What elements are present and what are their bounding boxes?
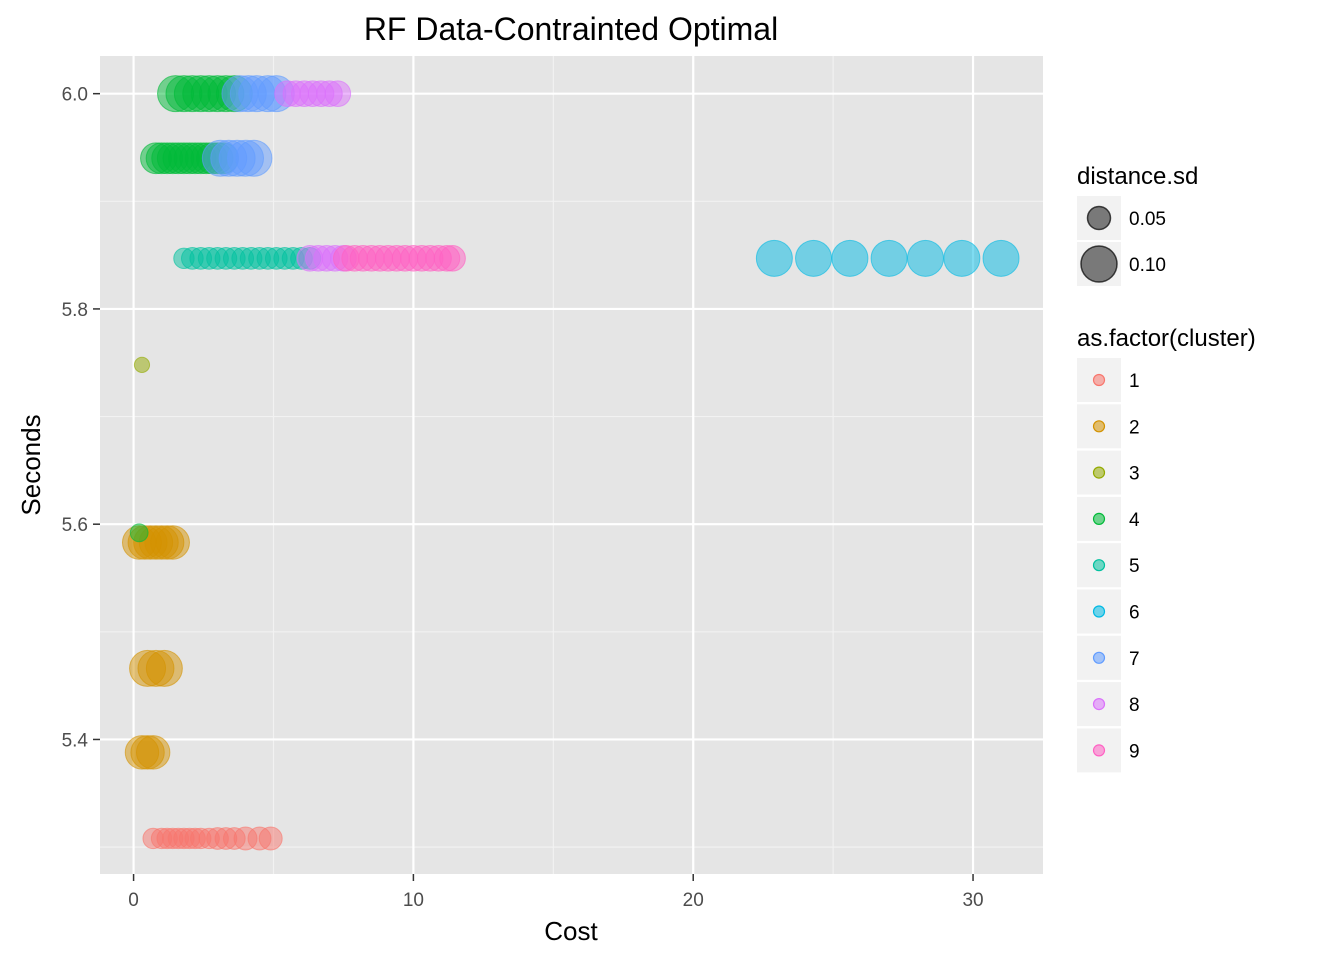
y-axis-ticks: 5.4 5.6 5.8 6.0 bbox=[62, 85, 100, 751]
color-legend-label: 5 bbox=[1129, 556, 1140, 577]
series-9 bbox=[332, 245, 466, 272]
color-legend-symbol bbox=[1092, 512, 1106, 526]
data-point bbox=[795, 239, 833, 277]
color-legend-symbol bbox=[1092, 697, 1106, 711]
data-point bbox=[982, 239, 1020, 277]
data-point bbox=[133, 356, 151, 374]
color-legend-label: 6 bbox=[1129, 603, 1140, 624]
data-point bbox=[831, 239, 869, 277]
series-6 bbox=[755, 239, 1020, 277]
x-axis-title: Cost bbox=[544, 916, 598, 946]
data-point bbox=[235, 139, 273, 177]
color-legend-symbol bbox=[1092, 605, 1106, 618]
data-point bbox=[870, 239, 908, 277]
series-3 bbox=[133, 356, 151, 374]
y-axis-title: Seconds bbox=[16, 414, 46, 515]
x-tick-label: 30 bbox=[962, 890, 983, 911]
data-point bbox=[145, 649, 183, 687]
data-point bbox=[129, 523, 149, 543]
size-legend: distance.sd 0.05 0.10 bbox=[1077, 163, 1198, 286]
color-legend-label: 3 bbox=[1129, 464, 1140, 485]
y-tick-label: 5.8 bbox=[62, 300, 88, 321]
data-point bbox=[155, 525, 190, 560]
data-point bbox=[943, 239, 981, 277]
color-legend-symbol bbox=[1092, 651, 1106, 664]
size-legend-symbol bbox=[1086, 205, 1112, 231]
x-axis-ticks: 0 10 20 30 bbox=[128, 874, 984, 911]
x-tick-label: 0 bbox=[128, 890, 139, 911]
plot-panel bbox=[100, 56, 1043, 874]
size-legend-title: distance.sd bbox=[1077, 163, 1198, 190]
x-tick-label: 10 bbox=[403, 890, 424, 911]
color-legend-symbol bbox=[1092, 744, 1106, 757]
color-legend-label: 1 bbox=[1129, 371, 1140, 392]
data-point bbox=[439, 245, 466, 272]
color-legend-label: 4 bbox=[1129, 510, 1140, 531]
color-legend-symbol bbox=[1092, 559, 1106, 572]
y-tick-label: 5.4 bbox=[62, 730, 89, 751]
color-legend-symbol bbox=[1092, 420, 1106, 433]
size-legend-symbol bbox=[1080, 245, 1118, 283]
size-legend-label: 0.10 bbox=[1129, 255, 1166, 276]
color-legend-label: 2 bbox=[1129, 417, 1140, 438]
data-point bbox=[906, 239, 944, 277]
grid-major bbox=[100, 56, 1043, 874]
y-tick-label: 6.0 bbox=[62, 85, 88, 106]
data-points bbox=[121, 75, 1020, 851]
color-legend-label: 8 bbox=[1129, 695, 1140, 716]
color-legend-symbol bbox=[1092, 466, 1106, 479]
data-point bbox=[755, 239, 793, 277]
color-legend-label: 7 bbox=[1129, 649, 1140, 670]
color-legend-label: 9 bbox=[1129, 741, 1140, 762]
color-legend-title: as.factor(cluster) bbox=[1077, 325, 1256, 352]
series-1 bbox=[142, 826, 283, 851]
chart-title: RF Data-Contrainted Optimal bbox=[364, 11, 778, 47]
color-legend-symbol bbox=[1092, 373, 1106, 387]
data-point bbox=[135, 735, 171, 770]
data-point bbox=[324, 80, 352, 107]
x-tick-label: 20 bbox=[683, 890, 704, 911]
data-point bbox=[258, 826, 283, 851]
color-legend: as.factor(cluster) 1 2 3 4 5 6 7 8 9 bbox=[1077, 325, 1256, 773]
size-legend-label: 0.05 bbox=[1129, 209, 1166, 230]
y-tick-label: 5.6 bbox=[62, 515, 88, 536]
